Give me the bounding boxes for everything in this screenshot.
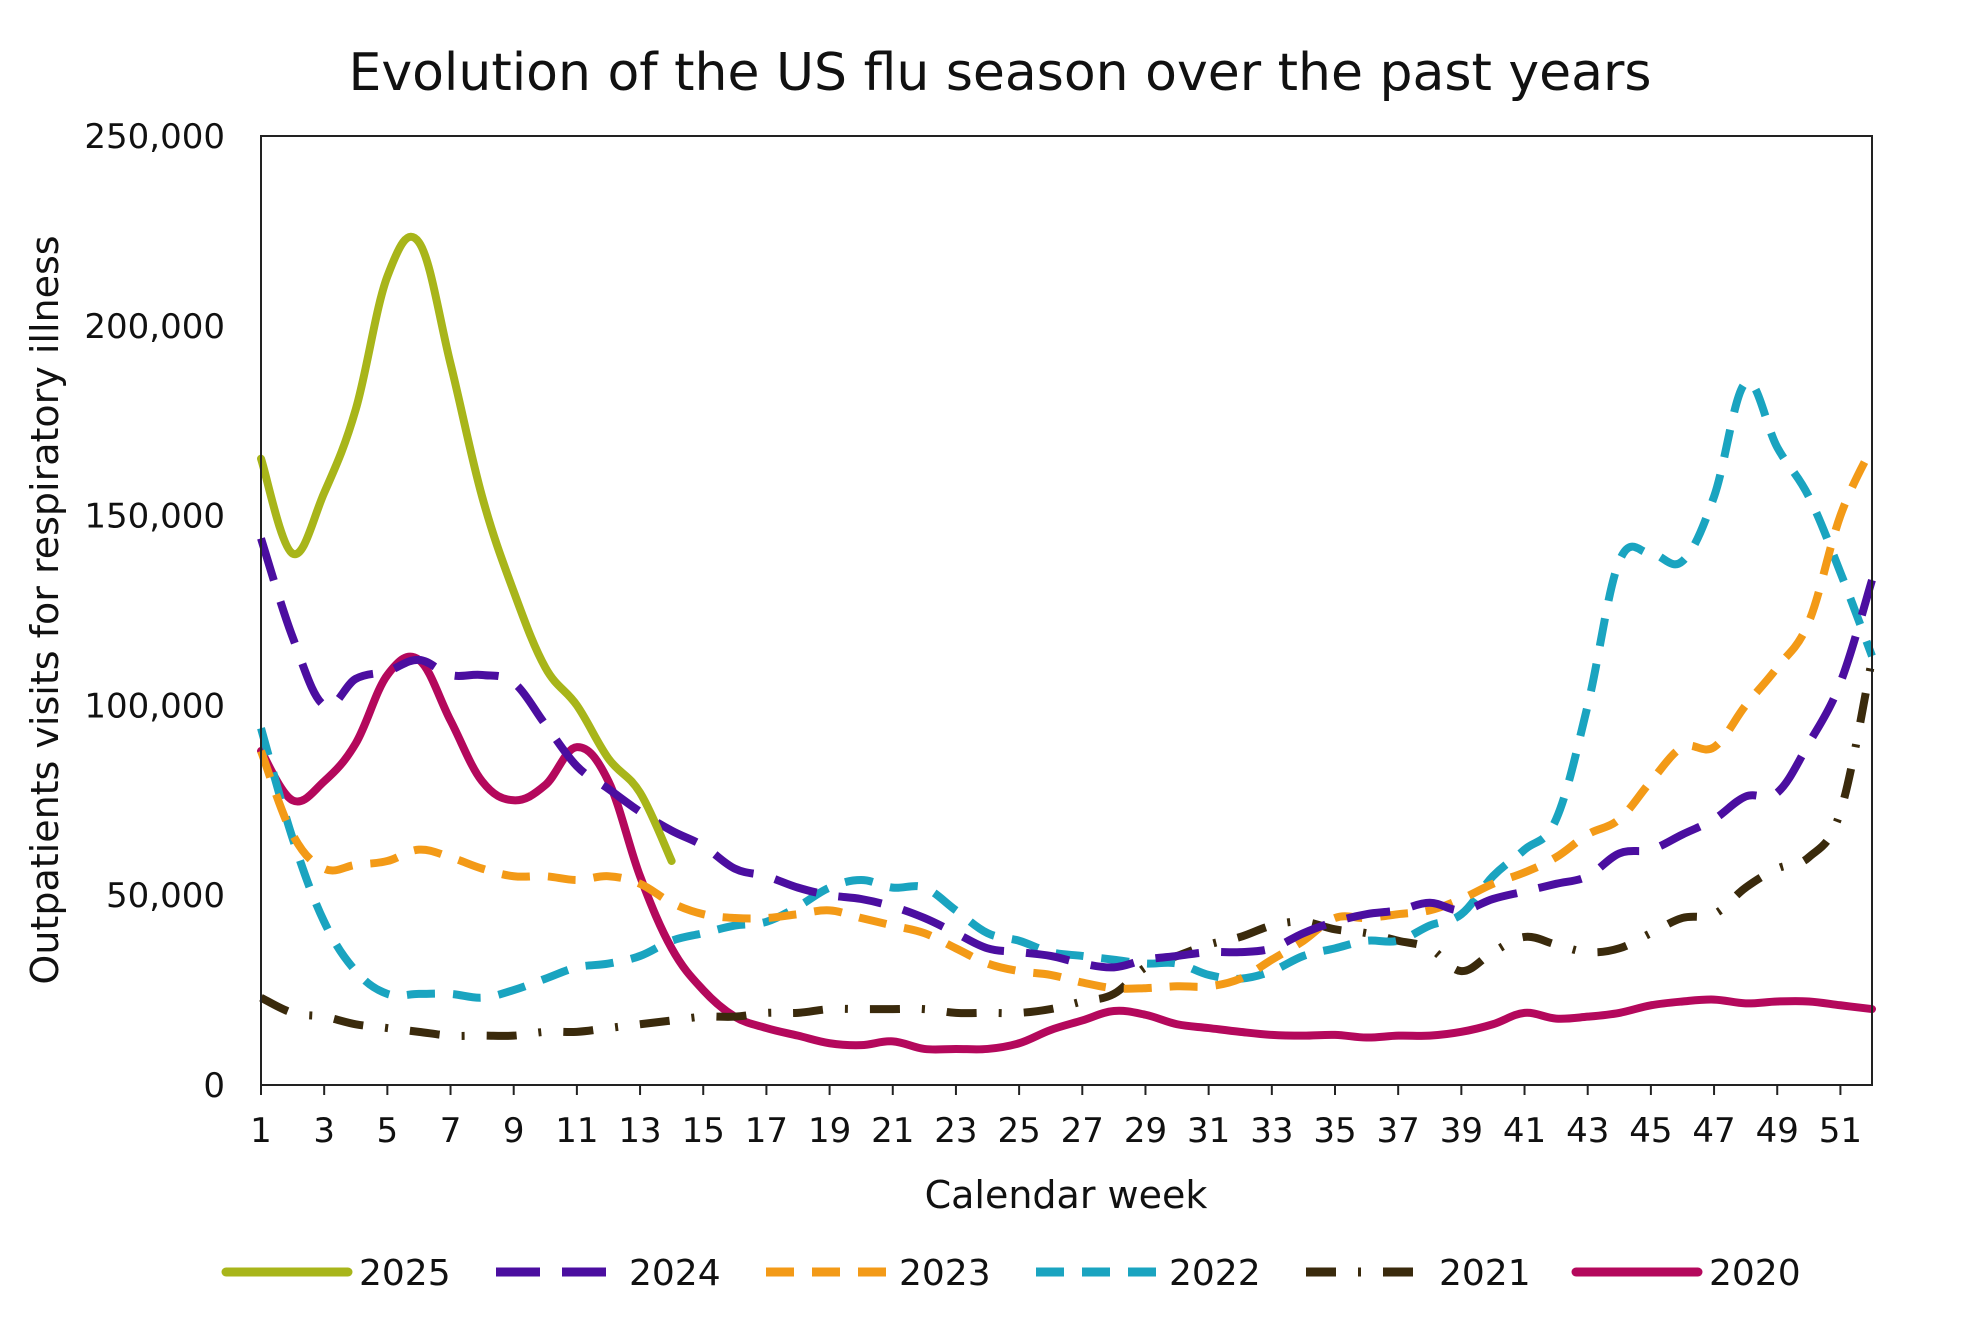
y-tick-label: 150,000	[84, 497, 225, 537]
x-tick-label: 51	[1819, 1111, 1862, 1151]
x-tick-label: 5	[377, 1111, 399, 1151]
chart-title: Evolution of the US flu season over the …	[348, 43, 1651, 103]
legend: 2025 2024 2023 2022 2021 2020	[221, 1253, 1801, 1294]
legend-label-2022: 2022	[1169, 1253, 1261, 1294]
x-tick-label: 15	[682, 1111, 725, 1151]
plot-frame	[260, 135, 1873, 1086]
legend-label-2024: 2024	[629, 1253, 721, 1294]
legend-label-2020: 2020	[1709, 1253, 1801, 1294]
x-tick-label: 37	[1377, 1111, 1420, 1151]
series-line-2025	[257, 232, 676, 866]
x-tick-label: 31	[1187, 1111, 1230, 1151]
x-tick-label: 29	[1124, 1111, 1167, 1151]
x-axis-ticks: 1 3 5 7 9 11 13 15 17 19 21 23 25 27 29 31 33 35 37 39 41 43 4…	[250, 1085, 1862, 1151]
y-tick-label: 250,000	[84, 117, 225, 157]
legend-label-2025: 2025	[359, 1253, 451, 1294]
x-tick-label: 23	[934, 1111, 977, 1151]
x-tick-label: 35	[1313, 1111, 1356, 1151]
legend-label-2023: 2023	[899, 1253, 991, 1294]
series-line-2021	[259, 659, 1876, 1040]
series-line-2024	[257, 537, 1876, 972]
x-tick-label: 49	[1756, 1111, 1799, 1151]
series-line-2022	[257, 377, 1876, 1002]
series-layer	[257, 232, 1876, 1054]
y-tick-label: 50,000	[106, 876, 225, 916]
y-tick-label: 100,000	[84, 686, 225, 726]
x-tick-label: 47	[1692, 1111, 1735, 1151]
x-tick-label: 17	[745, 1111, 788, 1151]
x-tick-label: 1	[250, 1111, 272, 1151]
x-tick-label: 21	[871, 1111, 914, 1151]
y-tick-label: 200,000	[84, 307, 225, 347]
x-tick-label: 7	[440, 1111, 462, 1151]
y-tick-label: 0	[203, 1066, 225, 1106]
x-tick-label: 25	[997, 1111, 1040, 1151]
x-tick-label: 27	[1061, 1111, 1104, 1151]
y-axis-ticks: 0 50,000 100,000 150,000 200,000 250,000	[84, 117, 225, 1106]
x-tick-label: 9	[503, 1111, 525, 1151]
series-line-2020	[257, 652, 1876, 1054]
series-line-2023	[257, 445, 1876, 993]
x-tick-label: 39	[1440, 1111, 1483, 1151]
y-axis-label: Outpatients visits for respiratory illne…	[23, 235, 67, 984]
x-tick-label: 45	[1629, 1111, 1672, 1151]
x-tick-label: 33	[1250, 1111, 1293, 1151]
x-tick-label: 11	[555, 1111, 598, 1151]
x-tick-label: 3	[313, 1111, 335, 1151]
x-tick-label: 41	[1503, 1111, 1546, 1151]
x-axis-label: Calendar week	[925, 1173, 1208, 1217]
x-tick-label: 43	[1566, 1111, 1609, 1151]
x-tick-label: 19	[808, 1111, 851, 1151]
legend-label-2021: 2021	[1439, 1253, 1531, 1294]
x-tick-label: 13	[618, 1111, 661, 1151]
